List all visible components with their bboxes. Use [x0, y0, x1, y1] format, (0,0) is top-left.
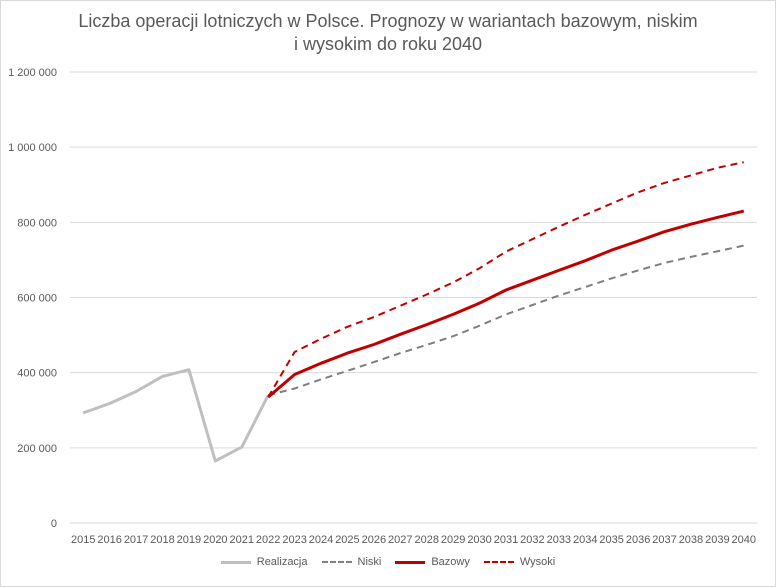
series-lines [82, 161, 745, 463]
x-tick-label: 2033 [547, 534, 571, 546]
legend-label: Wysoki [519, 556, 556, 568]
chart-title-line-2: i wysokim do roku 2040 [293, 34, 483, 54]
y-axis-tick-labels: 0 200 000 400 000 600 000 800 000 1 000 000 1 … [8, 67, 57, 530]
x-tick-label: 2018 [150, 534, 174, 546]
legend-item-wysoki: Wysoki [483, 556, 556, 568]
x-tick-label: 2030 [467, 534, 491, 546]
x-tick-label: 2037 [652, 534, 676, 546]
y-tick-label: 400 000 [17, 368, 57, 380]
legend-swatch [321, 561, 352, 563]
legend-label: Niski [357, 556, 382, 568]
legend-item-realizacja: Realizacja [220, 556, 308, 568]
x-tick-label: 2040 [732, 534, 756, 546]
x-tick-label: 2026 [362, 534, 386, 546]
chart-legend: Realizacja Niski Bazowy Wysoki [0, 556, 776, 568]
x-tick-label: 2021 [230, 534, 254, 546]
y-tick-label: 0 [51, 518, 57, 530]
chart-title-line-1: Liczba operacji lotniczych w Polsce. Pro… [78, 11, 698, 31]
x-tick-label: 2015 [71, 534, 95, 546]
x-tick-label: 2034 [573, 534, 597, 546]
y-tick-label: 600 000 [17, 293, 57, 305]
legend-label: Realizacja [256, 556, 308, 568]
legend-swatch [483, 561, 514, 563]
x-tick-label: 2031 [494, 534, 518, 546]
x-tick-label: 2027 [388, 534, 412, 546]
series-line-realizacja [82, 368, 270, 463]
x-tick-label: 2024 [309, 534, 333, 546]
x-tick-label: 2036 [626, 534, 650, 546]
legend-label: Bazowy [431, 556, 470, 568]
legend-item-bazowy: Bazowy [395, 556, 470, 568]
x-tick-label: 2032 [520, 534, 544, 546]
chart-title: Liczba operacji lotniczych w Polsce. Pro… [0, 10, 776, 56]
x-tick-label: 2016 [97, 534, 121, 546]
legend-item-niski: Niski [321, 556, 382, 568]
x-tick-label: 2023 [282, 534, 306, 546]
x-tick-label: 2020 [203, 534, 227, 546]
y-tick-label: 800 000 [17, 217, 57, 229]
x-tick-label: 2022 [256, 534, 280, 546]
legend-swatch [395, 560, 426, 564]
x-tick-label: 2025 [335, 534, 359, 546]
gridlines [70, 71, 757, 524]
series-line-bazowy [267, 209, 745, 399]
legend-swatch [220, 560, 251, 564]
x-tick-label: 2019 [177, 534, 201, 546]
x-tick-label: 2028 [414, 534, 438, 546]
series-line-wysoki [267, 161, 745, 398]
y-tick-label: 200 000 [17, 443, 57, 455]
x-axis-tick-labels: 2015 2016 2017 2018 2019 2020 2021 2022 2023 2024… [71, 534, 756, 546]
x-tick-label: 2038 [679, 534, 703, 546]
x-tick-label: 2039 [705, 534, 729, 546]
x-tick-label: 2029 [441, 534, 465, 546]
y-tick-label: 1 000 000 [8, 142, 57, 154]
x-tick-label: 2017 [124, 534, 148, 546]
x-tick-label: 2035 [599, 534, 623, 546]
y-tick-label: 1 200 000 [8, 67, 57, 79]
